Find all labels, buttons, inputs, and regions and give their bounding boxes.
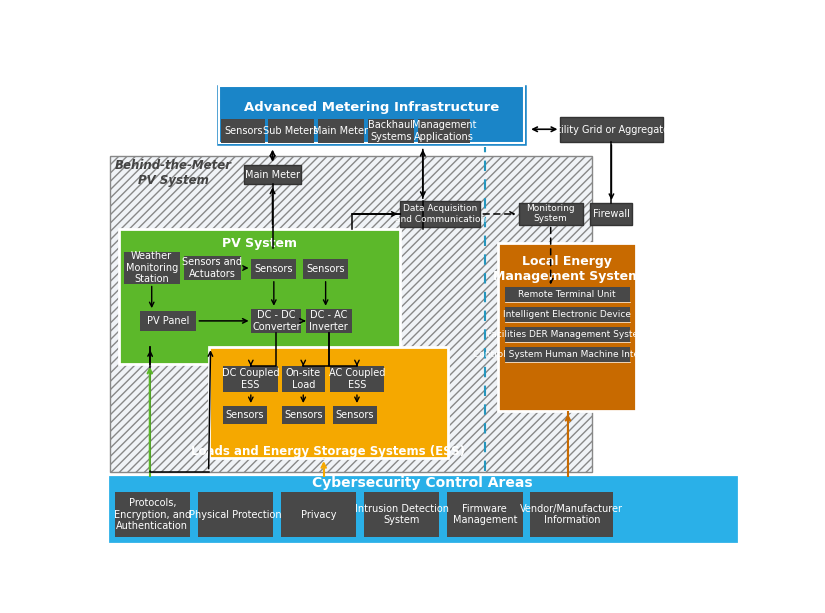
Text: AC Coupled
ESS: AC Coupled ESS: [329, 368, 385, 390]
Text: Intelligent Electronic Device: Intelligent Electronic Device: [503, 310, 631, 319]
Bar: [447, 492, 522, 537]
Bar: [219, 86, 524, 143]
Bar: [505, 327, 630, 342]
Bar: [304, 259, 348, 279]
Text: Sensors: Sensors: [255, 264, 293, 274]
Bar: [417, 119, 470, 143]
Text: DC - DC
Converter: DC - DC Converter: [252, 310, 300, 332]
Bar: [505, 347, 630, 362]
Bar: [244, 165, 301, 185]
Bar: [530, 492, 613, 537]
Bar: [280, 492, 356, 537]
Text: Weather
Monitoring
Station: Weather Monitoring Station: [125, 251, 178, 284]
Text: Sensors: Sensors: [226, 410, 264, 420]
Text: Main Meter: Main Meter: [245, 170, 300, 180]
Text: Sensors: Sensors: [336, 410, 375, 420]
Text: Loads and Energy Storage Systems (ESS): Loads and Energy Storage Systems (ESS): [191, 444, 465, 458]
Bar: [364, 492, 440, 537]
Text: Sub Meters: Sub Meters: [263, 126, 318, 136]
Bar: [591, 203, 632, 224]
Bar: [224, 406, 266, 424]
Bar: [368, 119, 414, 143]
Bar: [110, 156, 592, 473]
Text: Local Energy
Management System: Local Energy Management System: [493, 256, 641, 283]
Text: Advanced Metering Infrastructure: Advanced Metering Infrastructure: [244, 101, 499, 114]
Bar: [505, 307, 630, 322]
Text: Behind-the-Meter
PV System: Behind-the-Meter PV System: [115, 159, 232, 188]
Text: Main Meter: Main Meter: [314, 126, 369, 136]
Bar: [306, 308, 351, 333]
Text: PV System: PV System: [222, 237, 297, 250]
Bar: [184, 256, 241, 280]
Bar: [215, 83, 528, 147]
Text: Vendor/Manufacturer
Information: Vendor/Manufacturer Information: [521, 504, 623, 525]
Text: Sensors and
Actuators: Sensors and Actuators: [182, 257, 243, 279]
Bar: [400, 201, 480, 227]
Bar: [505, 287, 630, 302]
Bar: [560, 118, 662, 142]
Text: Utility Grid or Aggregator: Utility Grid or Aggregator: [550, 124, 673, 135]
Bar: [140, 311, 196, 331]
Text: Privacy: Privacy: [301, 509, 337, 520]
Text: Monitoring
System: Monitoring System: [526, 204, 575, 224]
Bar: [209, 348, 449, 459]
Bar: [318, 119, 364, 143]
Text: Protocols,
Encryption, and
Authentication: Protocols, Encryption, and Authenticatio…: [114, 498, 191, 531]
Bar: [281, 406, 325, 424]
Bar: [252, 259, 296, 279]
Text: Backhaul
Systems: Backhaul Systems: [368, 120, 413, 142]
Text: Facilities DER Management System: Facilities DER Management System: [488, 330, 648, 339]
Bar: [119, 229, 400, 364]
Text: DC Coupled
ESS: DC Coupled ESS: [222, 368, 279, 390]
Text: Sensors: Sensors: [306, 264, 345, 274]
Bar: [252, 308, 301, 333]
Bar: [221, 119, 265, 143]
Text: PV Panel: PV Panel: [147, 316, 190, 326]
Text: Data Acquisition
and Communication: Data Acquisition and Communication: [395, 204, 486, 224]
Bar: [268, 119, 314, 143]
Text: Control System Human Machine Interface: Control System Human Machine Interface: [473, 350, 662, 359]
Bar: [330, 366, 384, 392]
Text: Physical Protection: Physical Protection: [189, 509, 282, 520]
Text: Firewall: Firewall: [592, 209, 629, 219]
Text: Management
Applications: Management Applications: [412, 120, 476, 142]
Text: Firmware
Management: Firmware Management: [453, 504, 517, 525]
Bar: [519, 203, 582, 224]
Bar: [110, 477, 736, 541]
Bar: [124, 251, 180, 284]
Text: Cybersecurity Control Areas: Cybersecurity Control Areas: [313, 476, 533, 490]
Bar: [333, 406, 377, 424]
Text: Remote Terminal Unit: Remote Terminal Unit: [518, 291, 616, 299]
Bar: [224, 366, 278, 392]
Text: Intrusion Detection
System: Intrusion Detection System: [355, 504, 449, 525]
Text: DC - AC
Inverter: DC - AC Inverter: [309, 310, 348, 332]
Bar: [281, 366, 325, 392]
Text: On-site
Load: On-site Load: [285, 368, 321, 390]
Bar: [498, 243, 636, 411]
Text: Sensors: Sensors: [224, 126, 262, 136]
Bar: [115, 492, 190, 537]
Text: Sensors: Sensors: [284, 410, 323, 420]
Bar: [198, 492, 273, 537]
